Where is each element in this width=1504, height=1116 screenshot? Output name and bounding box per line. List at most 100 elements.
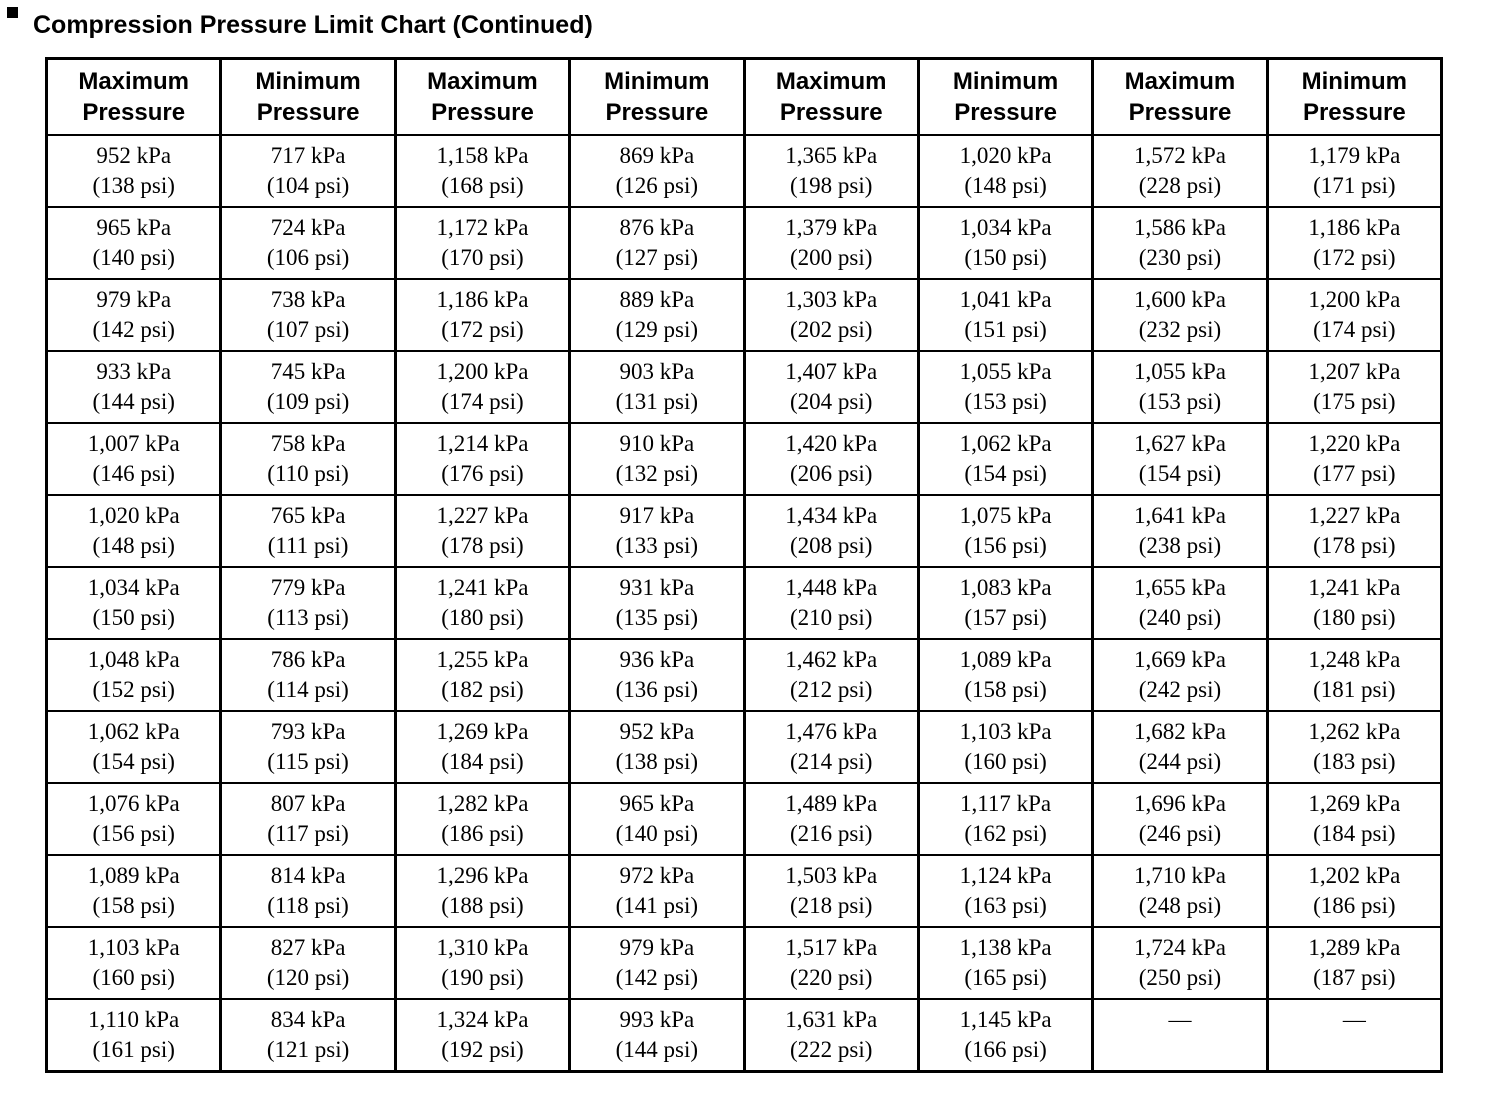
kpa-value: 917 kPa bbox=[619, 503, 695, 528]
table-cell: 910 kPa (132 psi) bbox=[568, 422, 746, 496]
psi-value: (154 psi) bbox=[1138, 461, 1222, 486]
psi-value: (121 psi) bbox=[266, 1037, 350, 1062]
kpa-value: 1,572 kPa bbox=[1133, 143, 1226, 168]
table-cell: 793 kPa (115 psi) bbox=[219, 710, 397, 784]
psi-value: (202 psi) bbox=[789, 317, 873, 342]
table-cell: 1,669 kPa (242 psi) bbox=[1091, 638, 1269, 712]
psi-value: (168 psi) bbox=[441, 173, 524, 198]
psi-value: (144 psi) bbox=[92, 389, 175, 414]
psi-value: (228 psi) bbox=[1138, 173, 1222, 198]
kpa-value: 903 kPa bbox=[619, 359, 695, 384]
table-row: 1,062 kPa (154 psi) 793 kPa (115 psi) 1,269 … bbox=[44, 710, 1444, 784]
kpa-value: 1,202 kPa bbox=[1308, 863, 1401, 888]
table-cell: 1,489 kPa (216 psi) bbox=[742, 782, 920, 856]
psi-value: (146 psi) bbox=[92, 461, 175, 486]
kpa-value: 1,631 kPa bbox=[785, 1007, 878, 1032]
kpa-value: 1,303 kPa bbox=[785, 287, 878, 312]
psi-value: (184 psi) bbox=[441, 749, 524, 774]
kpa-value: 1,365 kPa bbox=[785, 143, 878, 168]
table-cell: 979 kPa (142 psi) bbox=[568, 926, 746, 1000]
kpa-value: 1,103 kPa bbox=[87, 935, 180, 960]
psi-value: (133 psi) bbox=[615, 533, 699, 558]
kpa-value: 793 kPa bbox=[270, 719, 346, 744]
table-cell: 936 kPa (136 psi) bbox=[568, 638, 746, 712]
table-cell: 717 kPa (104 psi) bbox=[219, 134, 397, 208]
table-cell: 1,138 kPa (165 psi) bbox=[916, 926, 1095, 1000]
psi-value: (151 psi) bbox=[964, 317, 1047, 342]
psi-value: (160 psi) bbox=[964, 749, 1047, 774]
table-cell: 765 kPa (111 psi) bbox=[219, 494, 397, 568]
table-cell: 1,379 kPa (200 psi) bbox=[742, 206, 920, 280]
psi-value: (186 psi) bbox=[441, 821, 524, 846]
kpa-value: 1,110 kPa bbox=[88, 1007, 180, 1032]
kpa-value: 807 kPa bbox=[270, 791, 346, 816]
psi-value: (109 psi) bbox=[266, 389, 350, 414]
psi-value: (114 psi) bbox=[267, 677, 349, 702]
table-cell: 1,407 kPa (204 psi) bbox=[742, 350, 920, 424]
kpa-value: 1,407 kPa bbox=[785, 359, 878, 384]
kpa-value: 869 kPa bbox=[619, 143, 695, 168]
psi-value: (170 psi) bbox=[441, 245, 524, 270]
psi-value: (220 psi) bbox=[789, 965, 873, 990]
kpa-value: 1,034 kPa bbox=[959, 215, 1052, 240]
kpa-value: 1,055 kPa bbox=[1133, 359, 1226, 384]
table-cell: 1,103 kPa (160 psi) bbox=[44, 926, 223, 1000]
table-cell: 724 kPa (106 psi) bbox=[219, 206, 397, 280]
psi-value: (174 psi) bbox=[441, 389, 524, 414]
column-header-2: Minimum Pressure bbox=[219, 57, 397, 136]
psi-value: (212 psi) bbox=[789, 677, 873, 702]
table-cell: 1,434 kPa (208 psi) bbox=[742, 494, 920, 568]
table-cell: 1,503 kPa (218 psi) bbox=[742, 854, 920, 928]
psi-value: (150 psi) bbox=[964, 245, 1047, 270]
kpa-value: 1,103 kPa bbox=[959, 719, 1052, 744]
kpa-value: 1,062 kPa bbox=[87, 719, 180, 744]
psi-value: (176 psi) bbox=[441, 461, 524, 486]
psi-value: (165 psi) bbox=[964, 965, 1047, 990]
psi-value: (174 psi) bbox=[1313, 317, 1396, 342]
psi-value: (140 psi) bbox=[92, 245, 175, 270]
table-cell: 1,241 kPa (180 psi) bbox=[1265, 566, 1444, 640]
psi-value: (156 psi) bbox=[964, 533, 1047, 558]
kpa-value: 1,503 kPa bbox=[785, 863, 878, 888]
table-cell: 1,034 kPa (150 psi) bbox=[916, 206, 1095, 280]
table-header: Maximum Pressure Minimum Pressure Maximum … bbox=[44, 57, 1444, 136]
table-cell: 1,324 kPa (192 psi) bbox=[393, 998, 572, 1073]
table-row: 1,034 kPa (150 psi) 779 kPa (113 psi) 1,241 … bbox=[44, 566, 1444, 640]
psi-value: (240 psi) bbox=[1138, 605, 1222, 630]
table-cell: 1,124 kPa (163 psi) bbox=[916, 854, 1095, 928]
psi-value: (106 psi) bbox=[266, 245, 350, 270]
kpa-value: 1,241 kPa bbox=[436, 575, 529, 600]
psi-value: (192 psi) bbox=[441, 1037, 524, 1062]
psi-value: (222 psi) bbox=[789, 1037, 873, 1062]
table-cell: 1,420 kPa (206 psi) bbox=[742, 422, 920, 496]
table-cell: 1,034 kPa (150 psi) bbox=[44, 566, 223, 640]
kpa-value: 1,186 kPa bbox=[436, 287, 529, 312]
table-cell: 993 kPa (144 psi) bbox=[568, 998, 746, 1073]
table-cell: 1,365 kPa (198 psi) bbox=[742, 134, 920, 208]
table-row: 1,103 kPa (160 psi) 827 kPa (120 psi) 1,310 … bbox=[44, 926, 1444, 1000]
table-cell: 1,041 kPa (151 psi) bbox=[916, 278, 1095, 352]
table-cell: 1,296 kPa (188 psi) bbox=[393, 854, 572, 928]
table-cell: 1,517 kPa (220 psi) bbox=[742, 926, 920, 1000]
table-cell: 933 kPa (144 psi) bbox=[44, 350, 223, 424]
table-cell: — bbox=[1091, 998, 1269, 1073]
psi-value: (242 psi) bbox=[1138, 677, 1222, 702]
kpa-value: 1,420 kPa bbox=[785, 431, 878, 456]
psi-value: (163 psi) bbox=[964, 893, 1047, 918]
compression-pressure-table: Maximum Pressure Minimum Pressure Maximum … bbox=[44, 57, 1444, 1073]
column-header-6: Minimum Pressure bbox=[916, 57, 1095, 136]
kpa-value: 1,145 kPa bbox=[959, 1007, 1052, 1032]
table-row: 1,076 kPa (156 psi) 807 kPa (117 psi) 1,282 … bbox=[44, 782, 1444, 856]
kpa-value: 1,227 kPa bbox=[1308, 503, 1401, 528]
kpa-value: 1,076 kPa bbox=[87, 791, 180, 816]
table-row: 1,110 kPa (161 psi) 834 kPa (121 psi) 1,324 … bbox=[44, 998, 1444, 1073]
table-cell: 1,724 kPa (250 psi) bbox=[1091, 926, 1269, 1000]
kpa-value: 814 kPa bbox=[270, 863, 346, 888]
psi-value: (138 psi) bbox=[615, 749, 699, 774]
kpa-value: 1,248 kPa bbox=[1308, 647, 1401, 672]
table-cell: 834 kPa (121 psi) bbox=[219, 998, 397, 1073]
table-cell: 1,214 kPa (176 psi) bbox=[393, 422, 572, 496]
psi-value: (181 psi) bbox=[1313, 677, 1396, 702]
psi-value: (148 psi) bbox=[92, 533, 175, 558]
